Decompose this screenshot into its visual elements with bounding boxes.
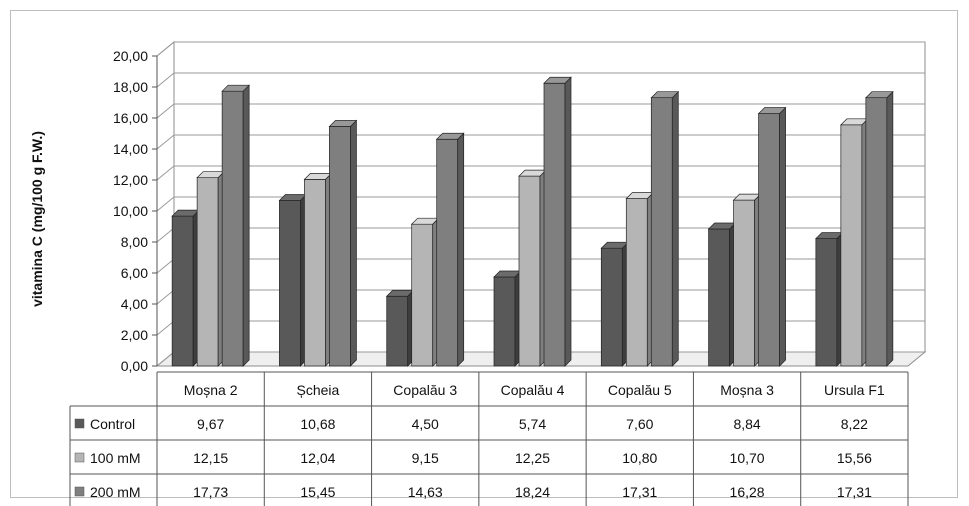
bar-100-mm [518, 175, 541, 367]
bar-top [435, 132, 465, 140]
bar-200-mm [543, 82, 566, 367]
legend-entry: 200 mM [90, 484, 141, 500]
bar-top [543, 76, 572, 84]
y-tick-label: 14,00 [113, 141, 148, 157]
data-label: 10,68 [300, 416, 335, 432]
bar-200-mm [758, 113, 780, 367]
data-label: 9,15 [412, 450, 439, 466]
data-label: 12,15 [193, 450, 228, 466]
bar-top [650, 91, 680, 99]
bar-100-mm [840, 124, 863, 367]
bar-top [757, 107, 787, 115]
y-tick-label: 18,00 [113, 79, 148, 95]
data-label: 7,60 [626, 416, 653, 432]
y-tick-label: 10,00 [113, 203, 148, 219]
category-label: Copalău 3 [393, 382, 457, 398]
category-label: Copalău 5 [608, 382, 672, 398]
gridline [156, 41, 925, 57]
y-tick-label: 8,00 [121, 234, 148, 250]
category-label: Șcheia [297, 382, 340, 398]
bar-side [457, 132, 465, 367]
legend-swatch [74, 486, 85, 497]
bar-200-mm [865, 97, 888, 367]
bar-top [221, 84, 250, 92]
category-label: Ursula F1 [824, 382, 885, 398]
data-label: 16,28 [730, 484, 765, 500]
bar-top [328, 120, 358, 127]
bar-200-mm [436, 138, 459, 367]
data-label: 4,50 [412, 416, 439, 432]
data-label: 17,31 [837, 484, 872, 500]
data-label: 15,45 [300, 484, 335, 500]
gridline [156, 72, 925, 88]
bar-control [386, 295, 409, 367]
legend-entry: Control [90, 416, 135, 432]
data-label: 9,67 [197, 416, 224, 432]
y-tick-label: 6,00 [121, 265, 148, 281]
bar-100-mm [411, 223, 434, 367]
y-tick-label: 20,00 [113, 48, 148, 64]
bar-side [671, 90, 679, 367]
data-label: 10,80 [622, 450, 657, 466]
category-label: Copalău 4 [501, 382, 565, 398]
data-label: 15,56 [837, 450, 872, 466]
data-label: 17,73 [193, 484, 228, 500]
bar-100-mm [625, 198, 648, 367]
y-tick-label: 16,00 [113, 110, 148, 126]
data-label: 8,84 [733, 416, 760, 432]
bar-top [865, 91, 894, 99]
data-label: 12,04 [300, 450, 335, 466]
data-label: 12,25 [515, 450, 550, 466]
data-label: 8,22 [841, 416, 868, 432]
bar-control [708, 228, 730, 367]
bar-control [279, 200, 301, 367]
category-label: Moșna 3 [720, 382, 774, 398]
y-tick-label: 4,00 [121, 296, 148, 312]
legend-swatch [74, 418, 85, 429]
y-tick-label: 0,00 [121, 358, 148, 374]
bar-control [815, 238, 838, 367]
bar-200-mm [329, 126, 351, 367]
category-label: Moșna 2 [184, 382, 238, 398]
bar-side [779, 106, 786, 367]
bar-100-mm [196, 177, 219, 367]
bar-side [564, 76, 572, 367]
bar-100-mm [733, 199, 755, 367]
data-label: 14,63 [408, 484, 443, 500]
y-tick-label: 2,00 [121, 327, 148, 343]
legend-swatch [74, 452, 85, 463]
bar-side [350, 119, 357, 367]
data-label: 5,74 [519, 416, 546, 432]
bar-side [242, 84, 250, 367]
y-tick-label: 12,00 [113, 172, 148, 188]
bar-side [886, 90, 894, 367]
data-label: 17,31 [622, 484, 657, 500]
bar-200-mm [650, 97, 673, 367]
bar-control [171, 215, 194, 367]
bar-control [493, 276, 516, 367]
data-label: 10,70 [730, 450, 765, 466]
bar-control [600, 247, 623, 367]
legend-entry: 100 mM [90, 450, 141, 466]
bar-100-mm [304, 179, 326, 367]
bar-200-mm [221, 90, 244, 367]
y-axis-title: vitamina C (mg/100 g F.W.) [29, 131, 45, 307]
data-label: 18,24 [515, 484, 550, 500]
